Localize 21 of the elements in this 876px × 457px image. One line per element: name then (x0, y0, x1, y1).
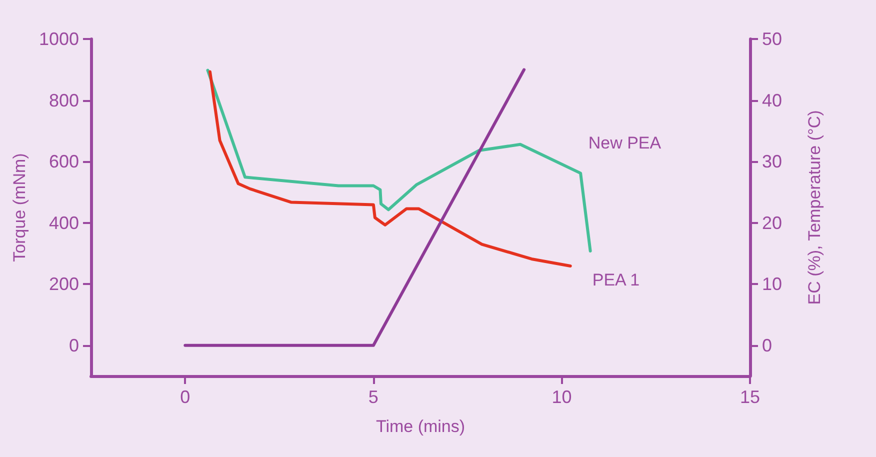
x-axis-title: Time (mins) (376, 417, 466, 436)
x-tick-label: 0 (180, 387, 190, 407)
y2-tick-label: 20 (762, 212, 782, 233)
y-tick-label: 400 (48, 212, 79, 233)
x-tick-label: 15 (740, 387, 760, 407)
y2-axis-title: EC (%), Temperature (°C) (805, 110, 824, 305)
y2-tick-label: 10 (762, 274, 782, 294)
x-tick-label: 5 (368, 387, 378, 407)
y2-tick-label: 40 (762, 90, 782, 110)
y-tick-label: 800 (48, 90, 79, 110)
y-tick-label: 1000 (38, 29, 79, 49)
series-label: New PEA (588, 134, 662, 153)
y-tick-label: 600 (48, 152, 79, 172)
y-tick-label: 200 (48, 274, 79, 294)
y2-tick-label: 30 (762, 152, 782, 172)
x-tick-label: 10 (552, 387, 572, 407)
y2-tick-label: 50 (762, 29, 782, 49)
y-axis-title: Torque (mNm) (10, 153, 30, 262)
series-label: PEA 1 (592, 270, 640, 290)
y2-tick-label: 0 (762, 335, 772, 356)
y-tick-label: 0 (68, 335, 79, 356)
